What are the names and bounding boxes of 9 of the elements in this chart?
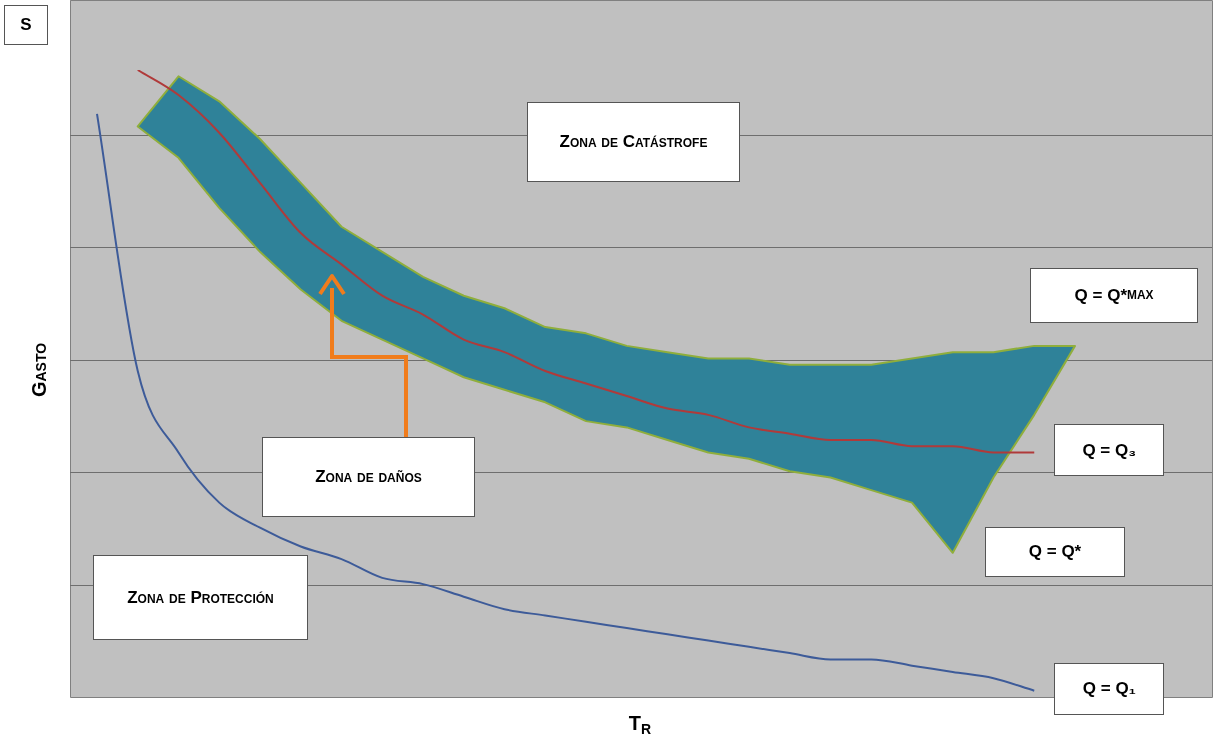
y-axis-title: Gasto	[27, 342, 51, 398]
label-box: S	[4, 5, 48, 45]
x-axis-title: T$_{R}$	[628, 712, 652, 738]
label-box: Zona de daños	[262, 437, 475, 517]
label-box: Zona de Protección	[93, 555, 308, 640]
label-box: Q = Q₃	[1054, 424, 1165, 477]
label-box: Q = Q₁	[1054, 662, 1165, 715]
label-box: Zona de Catástrofe	[527, 102, 740, 182]
label-box: Q = Q*	[985, 527, 1125, 577]
